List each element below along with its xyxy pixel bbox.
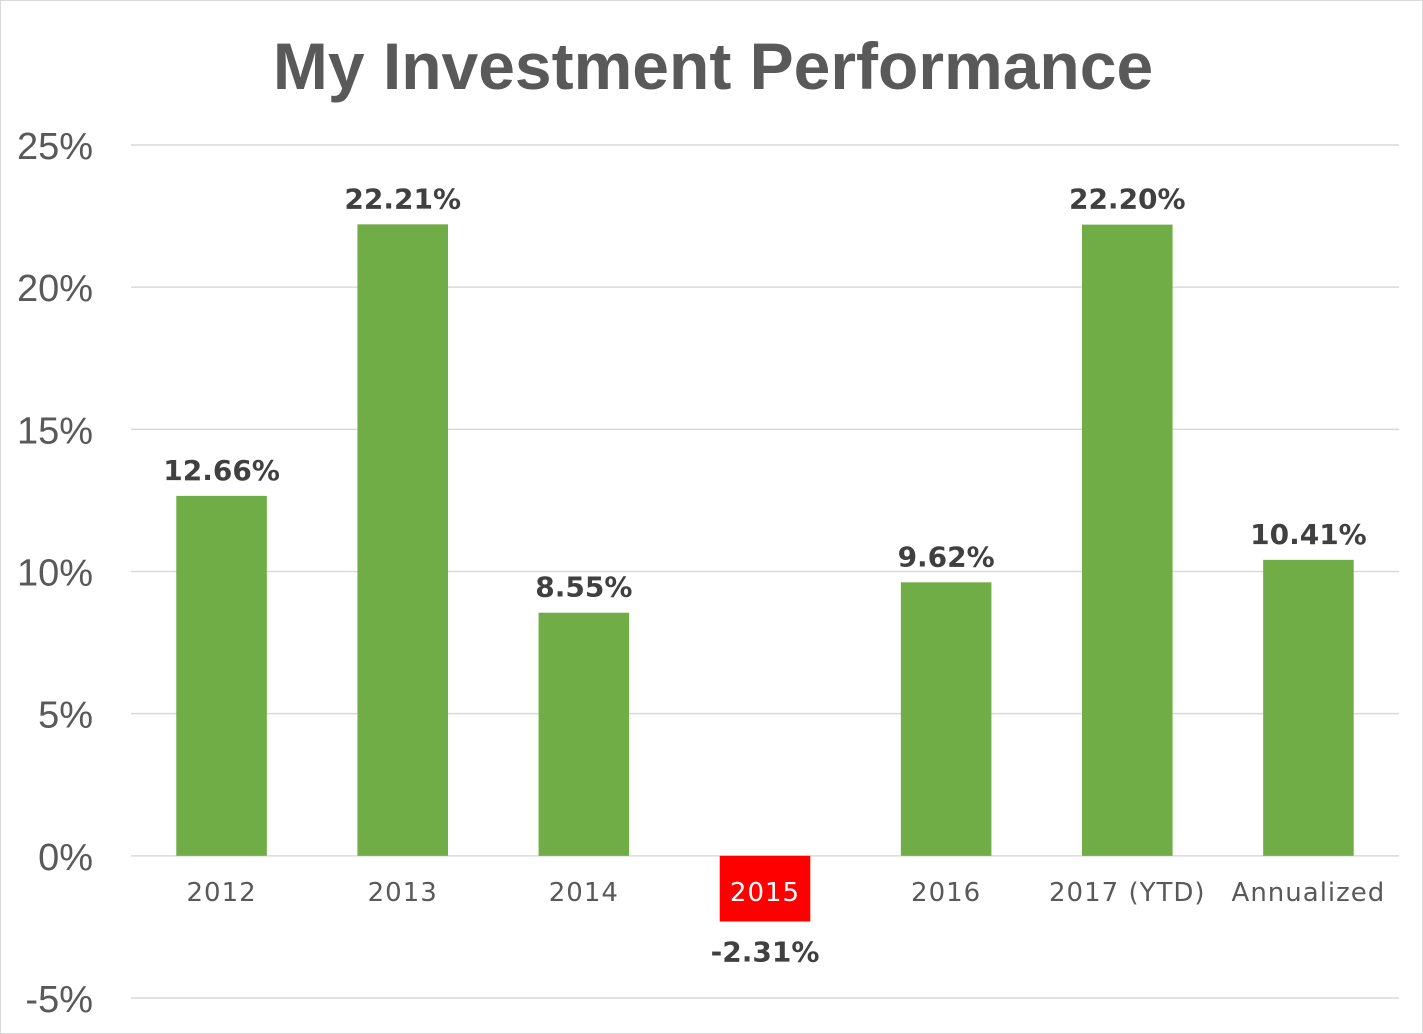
x-tick-label: Annualized — [1232, 878, 1386, 908]
y-tick-label: 0% — [38, 837, 93, 879]
x-axis-ticks: 2012 2013 2014 2015 2016 2017 (YTD) Annualized — [186, 878, 1386, 908]
y-tick-label: 10% — [17, 553, 93, 595]
x-tick-label: 2012 — [186, 878, 256, 908]
x-tick-label: 2014 — [549, 878, 619, 908]
x-tick-label: 2017 (YTD) — [1049, 878, 1206, 908]
data-labels: 12.66% 22.21% 8.55% -2.31% 9.62% 22.20% 10.41% — [163, 182, 1366, 968]
y-tick-label: -5% — [25, 979, 93, 1021]
bar-2016 — [900, 582, 992, 856]
y-tick-label: 5% — [38, 695, 93, 737]
y-tick-label: 15% — [17, 410, 93, 452]
x-tick-label: 2013 — [368, 878, 438, 908]
chart-title: My Investment Performance — [273, 29, 1153, 103]
data-label: 8.55% — [535, 571, 632, 604]
data-label: -2.31% — [711, 936, 820, 969]
y-tick-label: 20% — [17, 268, 93, 310]
data-label: 22.20% — [1069, 183, 1186, 216]
data-label: 9.62% — [898, 540, 995, 573]
bar-2013 — [357, 224, 448, 856]
x-tick-label: 2015 — [730, 878, 800, 908]
y-axis-ticks: 25% 20% 15% 10% 5% 0% -5% — [17, 126, 93, 1021]
data-label: 12.66% — [163, 454, 280, 487]
bar-2014 — [538, 612, 630, 856]
bars — [176, 224, 1354, 922]
bar-2017-ytd- — [1082, 224, 1173, 856]
data-label: 22.21% — [344, 182, 461, 215]
bar-2015 — [719, 855, 811, 922]
x-tick-label: 2016 — [911, 878, 981, 908]
bar-annualized — [1263, 559, 1354, 856]
y-tick-label: 25% — [17, 126, 93, 168]
data-label: 10.41% — [1250, 518, 1367, 551]
bar-2012 — [176, 495, 267, 856]
